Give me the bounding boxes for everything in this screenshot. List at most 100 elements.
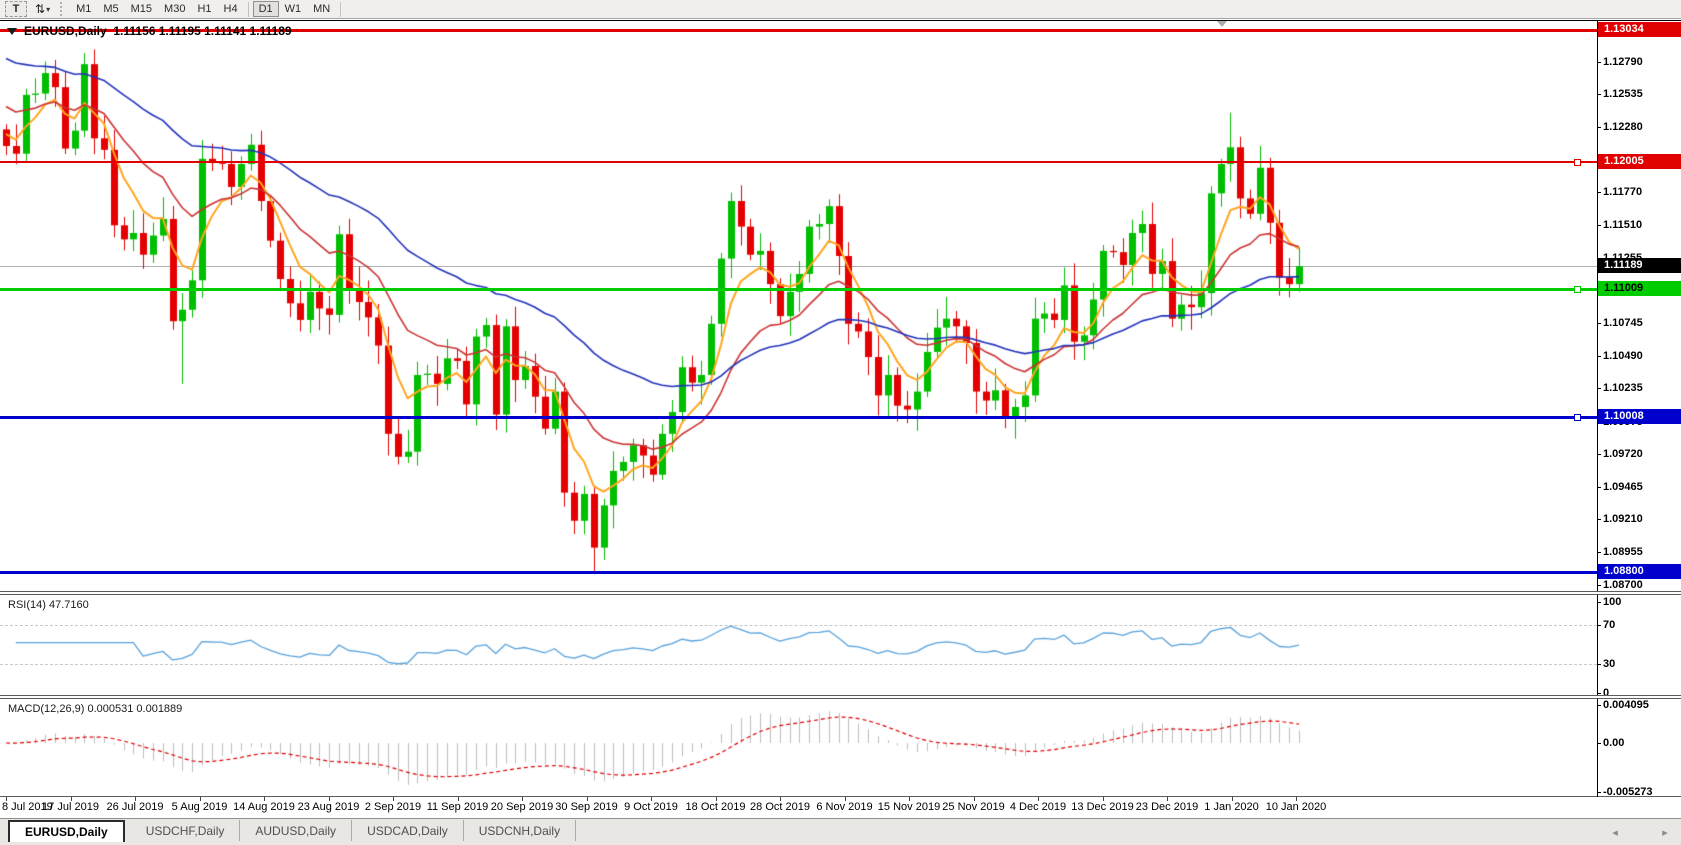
price-axis-tick [1597, 225, 1601, 226]
chart-shift-marker[interactable] [1217, 21, 1227, 27]
price-badge-1.13034: 1.13034 [1598, 22, 1681, 37]
timeframe-button-d1[interactable]: D1 [252, 1, 279, 17]
rsi-label: RSI(14) 47.7160 [8, 599, 89, 611]
line-handle-1.11009[interactable] [1574, 286, 1581, 293]
horizontal-line-1.08800[interactable] [0, 571, 1597, 574]
toolbar: T ⇅ ▾ M1 M5 M15 M30 H1 H4 D1 W1 MN [0, 0, 1681, 19]
date-tick [1232, 797, 1233, 801]
macd-axis-label: 0.004095 [1603, 699, 1649, 711]
rsi-canvas[interactable] [0, 595, 1597, 695]
tab-scroll-right-icon[interactable]: ▸ [1662, 827, 1668, 839]
date-tick [909, 797, 910, 801]
price-axis-tick [1597, 519, 1601, 520]
date-label: 2 Sep 2019 [364, 801, 422, 813]
date-label: 25 Nov 2019 [942, 801, 1005, 813]
price-axis-label: 1.12535 [1603, 88, 1643, 100]
price-axis-tick [1597, 585, 1601, 586]
date-tick [1103, 797, 1104, 801]
date-tick [1038, 797, 1039, 801]
dropdown-caret-icon: ▾ [46, 4, 51, 14]
rsi-axis-tick [1597, 693, 1601, 694]
timeframe-button-w1[interactable]: W1 [284, 3, 302, 15]
rsi-axis-label: 70 [1603, 619, 1616, 631]
date-label: 15 Nov 2019 [877, 801, 941, 813]
tab-audusd[interactable]: AUDUSD,Daily [240, 820, 353, 841]
date-label: 17 Jul 2019 [42, 801, 99, 813]
horizontal-line-1.10008[interactable] [0, 416, 1597, 419]
macd-axis-tick [1597, 743, 1601, 744]
date-tick [135, 797, 136, 801]
horizontal-line-1.13034[interactable] [0, 29, 1597, 32]
date-tick [393, 797, 394, 801]
date-tick [1167, 797, 1168, 801]
date-tick [6, 797, 7, 801]
macd-axis-tick [1597, 792, 1601, 793]
text-tool-icon: T [12, 3, 20, 15]
price-axis-label: 1.10235 [1603, 382, 1643, 394]
timeframe-button-mn[interactable]: MN [313, 3, 331, 15]
macd-canvas[interactable] [0, 699, 1597, 796]
rsi-axis-tick [1597, 664, 1601, 665]
date-label: 6 Nov 2019 [816, 801, 873, 813]
date-tick [264, 797, 265, 801]
date-label: 20 Sep 2019 [490, 801, 554, 813]
date-tick [651, 797, 652, 801]
rsi-axis-tick [1597, 625, 1601, 626]
date-axis: 8 Jul 2019 17 Jul 2019 26 Jul 2019 5 Aug 20… [0, 797, 1681, 818]
rsi-axis-tick [1597, 602, 1601, 603]
tab-scroll-left-icon[interactable]: ◂ [1612, 827, 1618, 839]
symbol-ohlc-text: EURUSD,Daily 1.11156 1.11195 1.11141 1.1… [24, 24, 292, 38]
date-tick [200, 797, 201, 801]
text-tool-button[interactable]: T [5, 1, 27, 17]
timeframe-button-m5[interactable]: M5 [103, 3, 119, 15]
date-tick [71, 797, 72, 801]
date-tick [587, 797, 588, 801]
rsi-axis-label: 100 [1603, 596, 1622, 608]
price-axis-label: 1.12280 [1603, 121, 1643, 133]
tab-usdcad[interactable]: USDCAD,Daily [352, 820, 464, 841]
price-axis-label: 1.08700 [1603, 579, 1643, 591]
timeframe-button-m30[interactable]: M30 [164, 3, 186, 15]
timeframe-button-h1[interactable]: H1 [197, 3, 212, 15]
timeframe-button-m15[interactable]: M15 [130, 3, 153, 15]
panel-divider-macd[interactable] [0, 695, 1681, 699]
tab-usdcnh[interactable]: USDCNH,Daily [464, 820, 577, 841]
line-handle-1.10008[interactable] [1574, 414, 1581, 421]
price-axis-tick [1597, 356, 1601, 357]
double-arrow-icon: ⇅ [35, 2, 46, 16]
price-axis-label: 1.10490 [1603, 350, 1643, 362]
price-badge-1.11009: 1.11009 [1598, 281, 1681, 296]
line-handle-1.12005[interactable] [1574, 159, 1581, 166]
tab-usdchf[interactable]: USDCHF,Daily [131, 820, 241, 841]
horizontal-line-1.12005[interactable] [0, 161, 1597, 163]
date-label: 4 Dec 2019 [1009, 801, 1067, 813]
macd-axis-label: 0.00 [1603, 737, 1625, 749]
rsi-axis-label: 0 [1603, 687, 1610, 699]
tab-eurusd[interactable]: EURUSD,Daily [8, 820, 125, 842]
timeframe-button-m1[interactable]: M1 [76, 3, 92, 15]
timeframe-button-h4[interactable]: H4 [223, 3, 238, 15]
price-axis-tick [1597, 487, 1601, 488]
symbol-dropdown-icon[interactable] [7, 27, 17, 35]
chart-title: EURUSD,Daily 1.11156 1.11195 1.11141 1.1… [7, 24, 292, 38]
horizontal-line-1.11009[interactable] [0, 288, 1597, 291]
date-tick [522, 797, 523, 801]
date-tick [716, 797, 717, 801]
panel-divider-rsi[interactable] [0, 591, 1681, 595]
macd-bottom-border [0, 796, 1681, 797]
toolbar-separator [247, 1, 249, 17]
price-axis-tick [1597, 127, 1601, 128]
date-label: 23 Dec 2019 [1135, 801, 1199, 813]
date-label: 26 Jul 2019 [106, 801, 164, 813]
timeframe-buttons: M1 M5 M15 M30 H1 H4 D1 W1 MN [70, 1, 336, 17]
toolbar-drag-handle[interactable] [60, 2, 64, 16]
date-label: 18 Oct 2019 [685, 801, 746, 813]
date-label: 11 Sep 2019 [426, 801, 489, 813]
price-axis-tick [1597, 454, 1601, 455]
main-chart-canvas[interactable] [0, 20, 1597, 591]
price-axis-tick [1597, 552, 1601, 553]
arrows-tool-button[interactable]: ⇅ ▾ [29, 1, 56, 17]
macd-axis-label: -0.005273 [1603, 786, 1653, 798]
date-label: 28 Oct 2019 [750, 801, 810, 813]
